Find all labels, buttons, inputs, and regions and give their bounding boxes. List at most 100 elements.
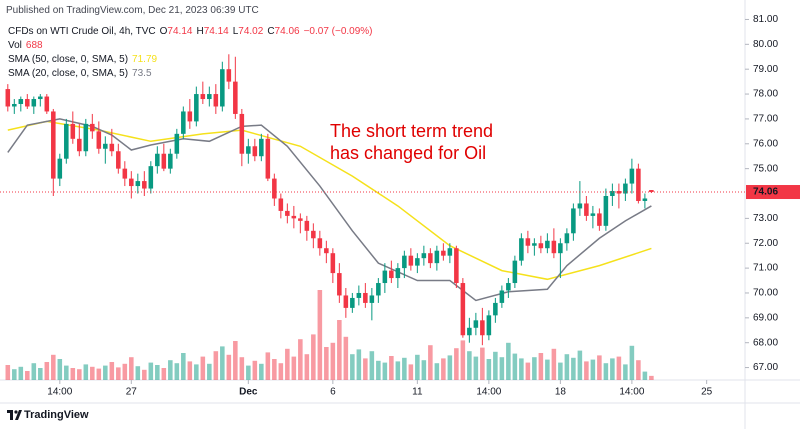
- volume-bar: [343, 336, 349, 380]
- volume-bar: [259, 363, 264, 380]
- volume-bar: [317, 290, 323, 380]
- candle-body: [109, 143, 115, 152]
- volume-bar: [454, 348, 459, 380]
- annotation: The short term trend has changed for Oil: [330, 121, 494, 163]
- volume-bar: [532, 357, 537, 380]
- candle-body: [5, 89, 11, 107]
- volume-bar: [200, 356, 206, 380]
- y-tick-label: 75.00: [753, 163, 778, 174]
- volume-bar: [350, 354, 355, 380]
- candle-body: [181, 111, 186, 134]
- volume-bar: [155, 365, 160, 380]
- candle-body: [51, 111, 56, 179]
- y-tick-label: 72.00: [753, 238, 778, 249]
- x-tick-label: Dec: [239, 387, 258, 398]
- candle-body: [454, 248, 459, 284]
- sma-name: SMA (50, close, 0, SMA, 5): [8, 54, 129, 65]
- y-tick-label: 77.00: [753, 114, 778, 125]
- field-label: L: [232, 26, 239, 37]
- candle-body: [213, 94, 219, 107]
- volume-bar: [174, 363, 180, 380]
- candle-body: [44, 96, 50, 112]
- field-label: O: [159, 26, 168, 37]
- last-price-box: [746, 185, 800, 200]
- candle-body: [194, 94, 199, 122]
- x-tick-label: 14:00: [476, 387, 501, 398]
- candle-body: [480, 320, 485, 336]
- candle-body: [64, 123, 69, 159]
- volume-legend: Vol 688: [8, 40, 47, 51]
- candle-body: [473, 320, 479, 328]
- volume-bar: [428, 345, 433, 380]
- candle-body: [408, 255, 414, 266]
- candle-body: [304, 220, 310, 231]
- volume-bar: [571, 357, 576, 380]
- candle-body: [31, 99, 37, 107]
- candle-body: [142, 181, 147, 189]
- candle-body: [610, 191, 615, 196]
- volume-bar: [525, 362, 531, 380]
- candle-body: [623, 183, 628, 194]
- published-line: Published on TradingView.com, Dec 21, 20…: [6, 5, 259, 16]
- volume-bar: [324, 347, 329, 380]
- candle-body: [311, 230, 316, 239]
- candle-body: [18, 99, 24, 104]
- candle-body: [129, 178, 134, 187]
- volume-bar: [642, 371, 648, 380]
- candle-body: [168, 153, 173, 169]
- candle-body: [226, 69, 232, 82]
- candle-body: [376, 283, 381, 296]
- candle-body: [12, 104, 17, 107]
- sma-line: [7, 120, 652, 281]
- volume-bar: [239, 357, 245, 380]
- candle-body: [155, 153, 160, 167]
- brand-logo: [7, 410, 22, 420]
- sma-value: 73.5: [132, 68, 152, 79]
- candle-body: [330, 253, 336, 274]
- volume-bar: [577, 350, 583, 380]
- candle-body: [402, 255, 407, 269]
- volume-bar: [77, 369, 82, 380]
- x-tick-label: 14:00: [619, 387, 644, 398]
- volume-bar: [226, 354, 232, 380]
- field-value: 74.14: [203, 26, 229, 37]
- candle-body: [642, 198, 648, 201]
- symbol: CFDs on WTI Crude Oil, 4h, TVC: [8, 26, 156, 37]
- volume-bar: [545, 359, 550, 380]
- volume-bar: [649, 375, 654, 380]
- x-tick-label: 18: [555, 387, 567, 398]
- volume-bar: [623, 364, 628, 380]
- volume-bar: [272, 359, 277, 380]
- candle-body: [200, 94, 206, 100]
- candle-body: [577, 203, 583, 209]
- volume-bar: [590, 359, 596, 380]
- change: −0.07 (−0.09%): [303, 26, 373, 37]
- volume-bar: [395, 361, 401, 380]
- candle-body: [343, 295, 349, 308]
- volume-bar: [421, 360, 427, 380]
- volume-bar: [103, 365, 108, 380]
- volume-bar: [636, 360, 641, 380]
- volume-bar: [44, 362, 50, 380]
- candle-body: [70, 123, 76, 139]
- volume-bar: [122, 363, 128, 380]
- volume-bar: [363, 358, 368, 380]
- volume-bar: [90, 366, 95, 380]
- candle-body: [324, 248, 329, 254]
- volume-bar: [161, 368, 167, 380]
- candle-body: [369, 295, 375, 303]
- field-label: H: [196, 26, 204, 37]
- volume-bar: [194, 364, 199, 380]
- volume-bar: [376, 360, 381, 380]
- candle-body: [317, 238, 323, 249]
- volume-bar: [506, 342, 511, 380]
- volume-bar: [460, 340, 466, 380]
- candle-body: [649, 190, 654, 193]
- candle-body: [233, 81, 238, 114]
- volume-bar: [57, 359, 63, 380]
- volume-bar: [337, 320, 342, 380]
- volume-bar: [616, 356, 622, 380]
- volume-bar: [64, 365, 69, 380]
- volume-bar: [629, 345, 635, 380]
- x-tick-label: 14:00: [47, 387, 72, 398]
